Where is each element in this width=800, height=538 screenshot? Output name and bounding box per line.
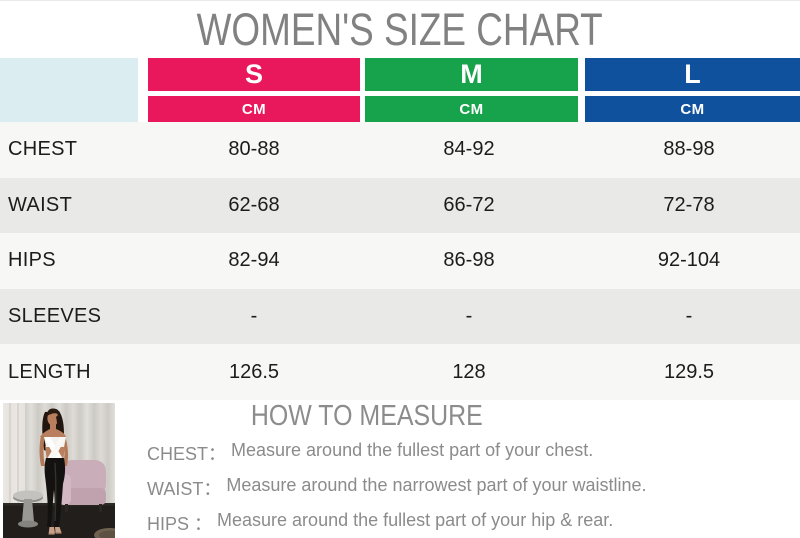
- cell-hips-s: 82-94: [228, 249, 280, 272]
- how-to-measure-section: HOW TO MEASURE CHEST： Measure around the…: [0, 400, 800, 538]
- table-row-hips: HIPS 82-94 86-98 92-104: [0, 233, 800, 289]
- cell-chest-s: 80-88: [228, 138, 280, 161]
- row-label: WAIST: [8, 193, 73, 216]
- size-m-unit: CM: [365, 96, 578, 122]
- table-header: S CM M CM L CM: [0, 58, 800, 122]
- cell-chest-m: 84-92: [443, 138, 495, 161]
- cell-hips-l: 92-104: [657, 249, 721, 272]
- title-bar: WOMEN'S SIZE CHART: [0, 1, 800, 58]
- table-body: CHEST 80-88 84-92 88-98 WAIST 62-68 66-7…: [0, 122, 800, 400]
- measure-title-wrap: HOW TO MEASURE: [147, 400, 587, 433]
- measure-line-waist: WAIST： Measure around the narrowest part…: [147, 474, 647, 499]
- measure-label: HIPS ：: [147, 513, 213, 534]
- measure-instructions: CHEST： Measure around the fullest part o…: [147, 440, 647, 538]
- cell-length-l: 129.5: [663, 360, 715, 383]
- size-l-header: L: [585, 58, 800, 91]
- side-table: [13, 490, 43, 528]
- size-s-unit: CM: [148, 96, 360, 122]
- size-table: S CM M CM L CM CHEST 80-88 84-92 88-98 W…: [0, 58, 800, 400]
- size-m-header: M: [365, 58, 578, 91]
- measure-text: Measure around the fullest part of your …: [212, 509, 614, 530]
- column-size-l: L CM: [578, 58, 800, 122]
- table-row-sleeves: SLEEVES - - -: [0, 288, 800, 345]
- cell-waist-m: 66-72: [443, 193, 495, 216]
- row-label: CHEST: [8, 138, 78, 161]
- measure-line-chest: CHEST： Measure around the fullest part o…: [147, 439, 647, 464]
- model-photo: [3, 402, 115, 538]
- measure-text: Measure around the fullest part of your …: [226, 439, 594, 460]
- column-size-m: M CM: [360, 58, 578, 122]
- cell-waist-l: 72-78: [663, 193, 715, 216]
- size-s-header: S: [148, 58, 360, 91]
- cell-chest-l: 88-98: [663, 138, 715, 161]
- measure-line-hips: HIPS ： Measure around the fullest part o…: [147, 509, 647, 534]
- page-title: WOMEN'S SIZE CHART: [196, 3, 604, 55]
- column-size-s: S CM: [148, 58, 360, 122]
- armchair: [58, 459, 106, 512]
- cell-sleeves-m: -: [465, 305, 473, 328]
- cell-length-s: 126.5: [228, 360, 280, 383]
- measure-label: CHEST：: [147, 443, 227, 464]
- table-row-chest: CHEST 80-88 84-92 88-98: [0, 122, 800, 178]
- table-row-length: LENGTH 126.5 128 129.5: [0, 344, 800, 400]
- size-l-unit: CM: [585, 96, 800, 122]
- row-label: LENGTH: [8, 360, 91, 383]
- row-label: HIPS: [8, 249, 56, 272]
- table-row-waist: WAIST 62-68 66-72 72-78: [0, 177, 800, 234]
- cell-hips-m: 86-98: [443, 249, 495, 272]
- model-figure: [39, 408, 69, 535]
- measure-title: HOW TO MEASURE: [251, 399, 483, 432]
- cell-sleeves-s: -: [250, 305, 258, 328]
- cell-waist-s: 62-68: [228, 193, 280, 216]
- corner-cell: [0, 58, 138, 122]
- measure-text: Measure around the narrowest part of you…: [221, 474, 647, 495]
- cell-length-m: 128: [452, 360, 486, 383]
- row-label: SLEEVES: [8, 305, 102, 328]
- cell-sleeves-l: -: [685, 305, 693, 328]
- measure-label: WAIST：: [147, 478, 222, 499]
